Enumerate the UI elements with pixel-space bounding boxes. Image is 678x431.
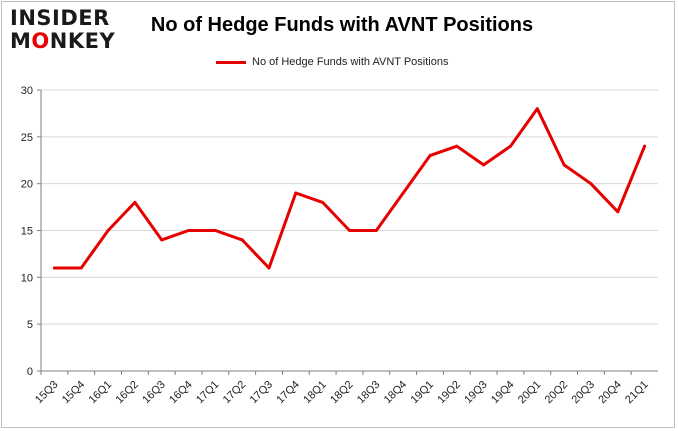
logo-line-2: MONKEY: [10, 29, 116, 53]
x-tick-label: 16Q2: [113, 379, 141, 407]
x-tick-labels: 15Q3 15Q4 16Q1 16Q2 16Q3 16Q4 17Q1 17Q2 17Q3 17Q4…: [33, 379, 651, 407]
x-tick-label: 16Q3: [140, 379, 168, 407]
data-point: [106, 229, 110, 232]
data-point: [348, 229, 351, 232]
data-point: [294, 191, 298, 195]
x-tick-label: 20Q3: [570, 379, 598, 407]
y-tick-labels: 0 5 10 15 20 25 30: [21, 85, 33, 378]
x-tick-label: 18Q1: [301, 379, 329, 407]
data-point: [401, 191, 405, 195]
data-point: [52, 266, 56, 270]
x-tick-label: 16Q4: [167, 379, 195, 407]
data-point: [374, 229, 378, 232]
x-tick-label: 17Q4: [274, 379, 302, 407]
series-line: [52, 107, 647, 270]
data-point: [267, 266, 271, 270]
axes: [37, 89, 658, 375]
x-tick-label: 18Q3: [355, 379, 383, 407]
data-point: [455, 144, 459, 148]
legend-label: No of Hedge Funds with AVNT Positions: [252, 56, 449, 68]
x-tick-label: 20Q2: [543, 379, 571, 407]
x-tick-label: 18Q2: [328, 379, 356, 407]
x-tick-label: 18Q4: [382, 379, 410, 407]
x-tick-label: 17Q2: [221, 379, 249, 407]
data-point: [79, 266, 83, 270]
series-layer: [52, 107, 647, 270]
y-tick-label: 15: [21, 226, 33, 238]
data-point: [240, 238, 244, 242]
logo-line-1: INSIDER: [10, 6, 110, 30]
y-tick-label: 30: [21, 85, 33, 97]
data-point: [508, 144, 512, 148]
y-tick-label: 0: [27, 366, 33, 378]
x-tick-label: 19Q2: [435, 379, 463, 407]
data-point: [213, 229, 217, 232]
data-point: [133, 200, 137, 204]
data-point: [321, 200, 325, 204]
x-tick-label: 20Q4: [596, 379, 624, 407]
data-point: [535, 107, 539, 111]
y-tick-label: 20: [21, 179, 33, 191]
data-point: [643, 144, 647, 148]
chart-title: No of Hedge Funds with AVNT Positions: [150, 14, 534, 36]
x-tick-label: 19Q1: [409, 379, 437, 407]
x-tick-label: 17Q1: [194, 379, 222, 407]
chart-legend: No of Hedge Funds with AVNT Positions: [216, 54, 448, 70]
x-tick-label: 21Q1: [623, 379, 651, 407]
logo-accent-letter: O: [31, 29, 50, 53]
x-tick-label: 15Q3: [33, 379, 61, 407]
x-tick-label: 20Q1: [516, 379, 544, 407]
x-tick-label: 19Q4: [489, 379, 517, 407]
legend-swatch: [216, 60, 246, 64]
insider-monkey-logo: INSIDER MONKEY: [10, 8, 128, 52]
x-tick-label: 17Q3: [248, 379, 276, 407]
data-point: [589, 182, 593, 186]
y-tick-label: 10: [21, 272, 33, 284]
gridlines: [41, 89, 658, 325]
data-point: [160, 238, 164, 242]
x-tick-label: 15Q4: [60, 379, 88, 407]
data-point: [428, 154, 432, 158]
x-tick-label: 16Q1: [87, 379, 115, 407]
y-tick-label: 25: [21, 132, 33, 144]
data-point: [562, 163, 566, 167]
data-point: [616, 210, 620, 214]
data-point: [482, 163, 486, 167]
x-tick-label: 19Q3: [462, 379, 490, 407]
y-tick-label: 5: [27, 319, 33, 331]
data-point: [187, 229, 191, 232]
